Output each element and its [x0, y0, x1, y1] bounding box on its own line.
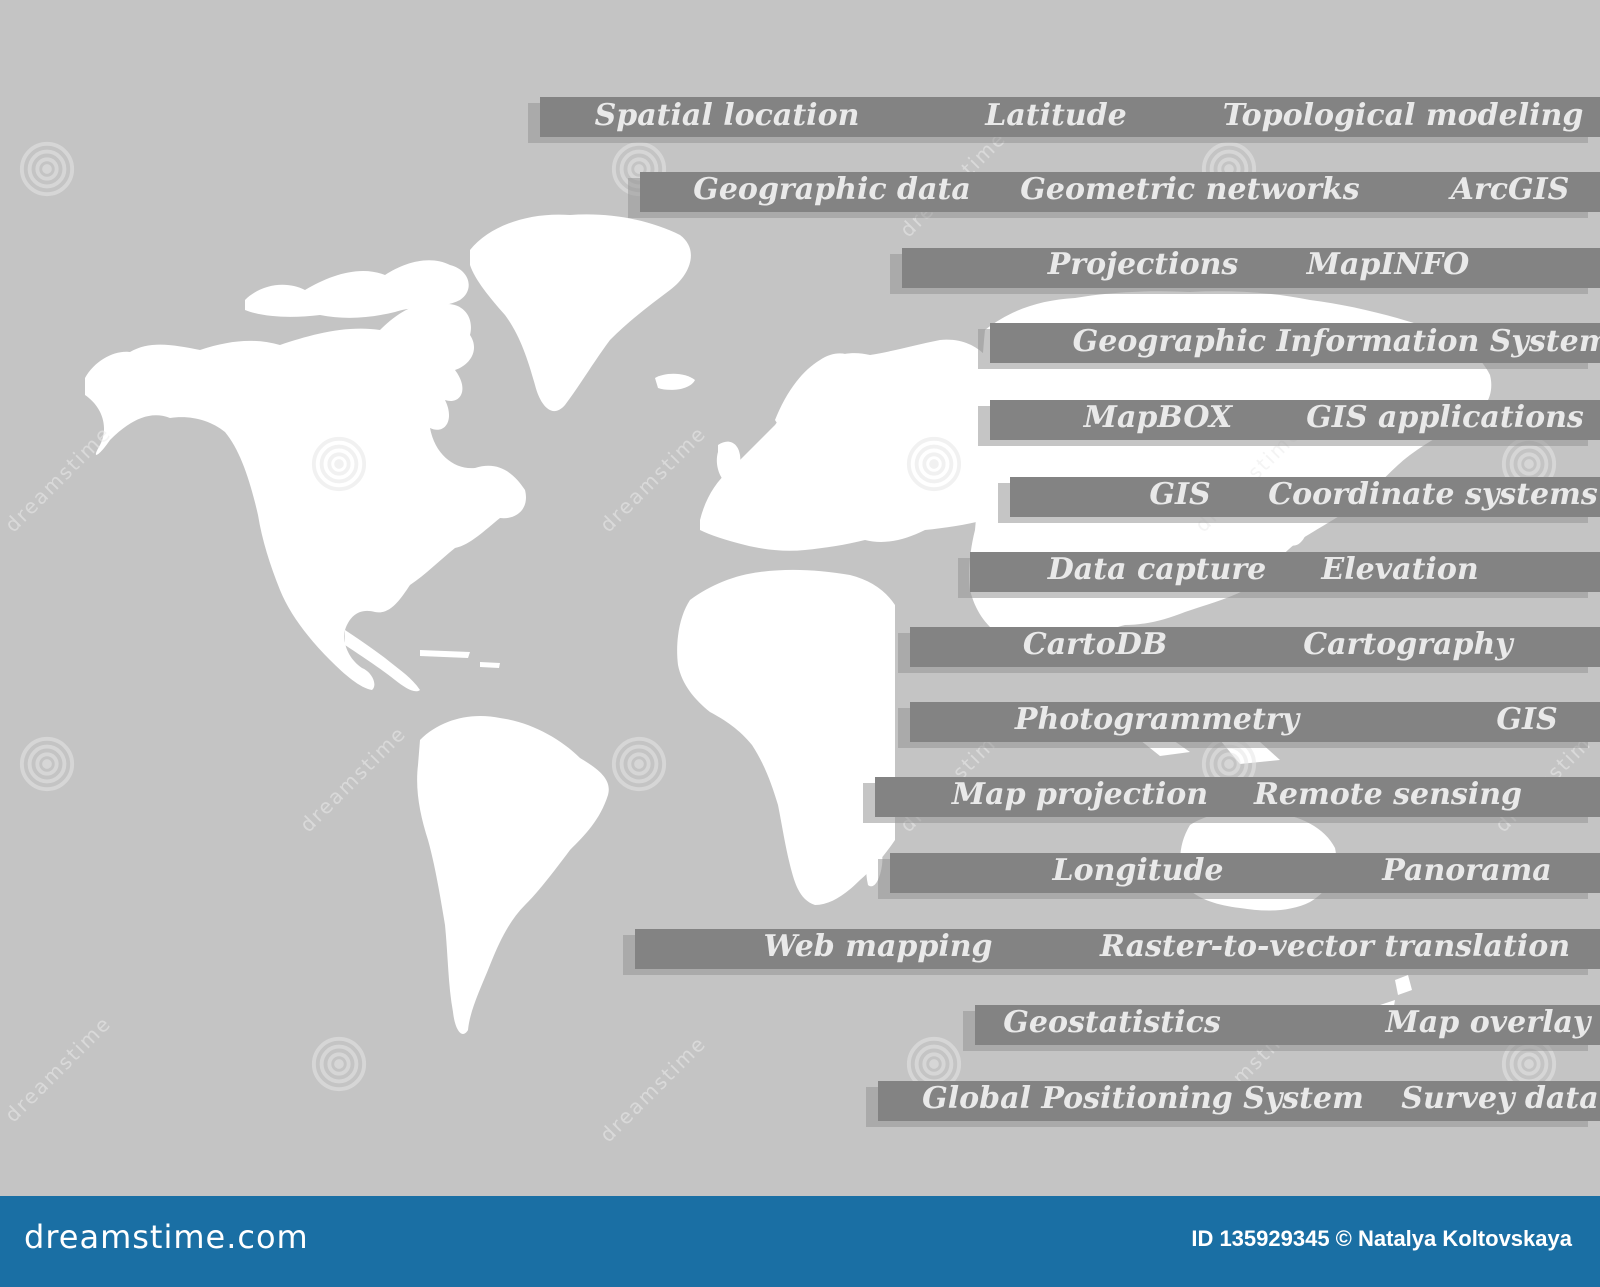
term-label: Latitude: [985, 98, 1127, 133]
term-band: [910, 627, 1600, 667]
term-label: Longitude: [1052, 853, 1224, 888]
term-label: Global Positioning System: [922, 1081, 1364, 1116]
africa: [677, 569, 895, 905]
term-label: Cartography: [1303, 627, 1513, 662]
term-label: Web mapping: [763, 929, 993, 964]
term-label: ArcGIS: [1450, 172, 1570, 207]
term-label: Map projection: [951, 777, 1209, 812]
watermark-spiral-icon: [611, 141, 667, 197]
term-label: Geographic Information Systems: [1072, 324, 1600, 359]
greenland: [470, 214, 691, 412]
term-band: [975, 1005, 1600, 1045]
term-label: Topological modeling: [1222, 98, 1584, 133]
term-label: Spatial location: [594, 98, 860, 133]
term-label: Raster-to-vector translation: [1099, 929, 1571, 964]
term-band: [910, 702, 1600, 742]
term-band: [878, 1081, 1600, 1121]
watermark-spiral-icon: [611, 736, 667, 792]
term-label: GIS: [1496, 702, 1558, 737]
term-band: [902, 248, 1600, 288]
scandinavia: [775, 353, 860, 440]
madagascar: [866, 848, 883, 887]
watermark-spiral-icon: [19, 141, 75, 197]
term-band: [540, 97, 1600, 137]
term-label: MapINFO: [1306, 247, 1470, 282]
iceland: [655, 373, 695, 390]
term-label: Geographic data: [693, 172, 971, 207]
term-label: Coordinate systems: [1268, 477, 1598, 512]
term-band: [635, 929, 1600, 969]
uk: [716, 441, 741, 482]
term-band: [990, 323, 1600, 363]
term-label: Map overlay: [1385, 1005, 1591, 1040]
term-label: Remote sensing: [1253, 777, 1523, 812]
footer-bar: dreamstime.com ID 135929345 © Natalya Ko…: [0, 1196, 1600, 1287]
term-band: [875, 777, 1600, 817]
watermark-spiral-icon: [311, 1036, 367, 1092]
footer-site-name[interactable]: dreamstime.com: [24, 1218, 309, 1256]
caribbean: [420, 650, 500, 668]
term-label: Panorama: [1382, 853, 1552, 888]
term-band: [970, 552, 1600, 592]
term-band: [640, 172, 1600, 212]
term-band: [1010, 477, 1600, 517]
central-america: [345, 630, 420, 692]
term-label: CartoDB: [1022, 627, 1168, 662]
term-band: [990, 400, 1600, 440]
term-label: MapBOX: [1083, 400, 1233, 435]
south-america: [417, 716, 609, 1034]
watermark-spiral-icon: [19, 736, 75, 792]
term-label: Survey data: [1401, 1081, 1599, 1116]
watermark-spiral-icon: [906, 436, 962, 492]
japan: [1290, 514, 1309, 546]
arctic-islands: [245, 260, 469, 318]
term-label: Data capture: [1047, 552, 1267, 587]
watermark-spiral-icon: [311, 436, 367, 492]
term-label: Photogrammetry: [1014, 702, 1300, 737]
north-america: [85, 303, 526, 690]
term-label: Geostatistics: [1003, 1005, 1221, 1040]
europe: [700, 339, 985, 551]
term-label: GIS: [1149, 477, 1211, 512]
term-band: [890, 853, 1600, 893]
term-label: Geometric networks: [1020, 172, 1360, 207]
infographic-canvas: dreamstime dreamstime dreamstime dreamst…: [0, 97, 1600, 1147]
term-label: Projections: [1047, 247, 1239, 282]
term-label: Elevation: [1321, 552, 1479, 587]
term-label: GIS applications: [1306, 400, 1584, 435]
footer-credit: ID 135929345 © Natalya Koltovskaya: [1191, 1226, 1572, 1251]
